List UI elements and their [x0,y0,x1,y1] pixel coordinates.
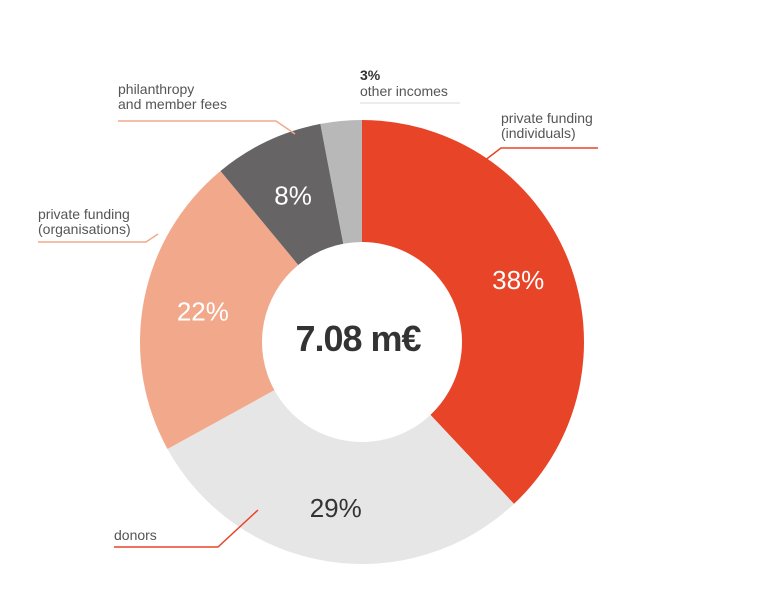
donut-slice [362,120,584,504]
slice-percent-label: 38% [492,265,544,295]
donut-slice [140,170,299,449]
center-total-label: 7.08 m€ [295,318,421,359]
slice-percent-label: 29% [310,493,362,523]
slice-percent-label: 3% [360,67,381,83]
slice-percent-label: 8% [274,180,312,210]
slice-category-label: other incomes [360,83,448,99]
slice-category-label: private funding [501,110,593,126]
slice-category-label: private funding [38,206,130,222]
leader-line [38,233,159,243]
leader-line [118,120,296,135]
leader-line [114,509,259,548]
donut-slice [167,390,514,564]
slice-category-label: donors [114,527,157,543]
donut-slice [220,123,344,265]
slice-category-label: (individuals) [501,125,576,141]
slice-category-label: (organisations) [38,221,131,237]
slice-category-label: philanthropy [118,81,194,97]
leader-line [483,147,598,162]
slice-percent-label: 22% [177,297,229,327]
donut-slice [320,120,362,244]
slice-category-label: and member fees [118,96,227,112]
